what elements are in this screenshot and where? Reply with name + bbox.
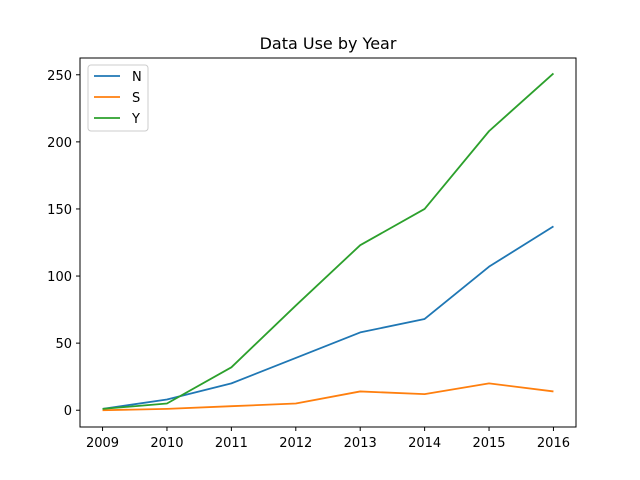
y-tick-label: 150 — [47, 203, 72, 218]
series-layer — [102, 72, 555, 412]
x-tick-label: 2013 — [344, 436, 377, 451]
legend-label: N — [132, 70, 142, 85]
chart-title: Data Use by Year — [260, 34, 397, 53]
x-tick-label: 2011 — [215, 436, 248, 451]
x-tick-label: 2010 — [150, 436, 183, 451]
y-tick-label: 250 — [47, 69, 72, 84]
x-tick-label: 2015 — [472, 436, 505, 451]
y-tick-label: 50 — [55, 337, 72, 352]
x-axis: 2009 2010 2011 2012 2013 2014 2015 2016 — [86, 427, 570, 451]
x-tick-label: 2009 — [86, 436, 119, 451]
y-tick-label: 0 — [64, 404, 72, 419]
x-tick-label: 2016 — [537, 436, 570, 451]
legend-label: Y — [131, 112, 140, 127]
series-line-N — [102, 225, 554, 410]
y-axis: 0 50 100 150 200 250 — [47, 69, 80, 419]
legend-box — [87, 64, 149, 132]
x-tick-label: 2014 — [408, 436, 441, 451]
legend: NSY — [87, 64, 149, 132]
y-tick-label: 200 — [47, 136, 72, 151]
y-tick-label: 100 — [47, 270, 72, 285]
x-tick-label: 2012 — [279, 436, 312, 451]
series-line-S — [102, 382, 554, 412]
legend-label: S — [132, 91, 140, 106]
plot-area-frame — [79, 57, 577, 428]
series-line-Y — [102, 72, 555, 410]
